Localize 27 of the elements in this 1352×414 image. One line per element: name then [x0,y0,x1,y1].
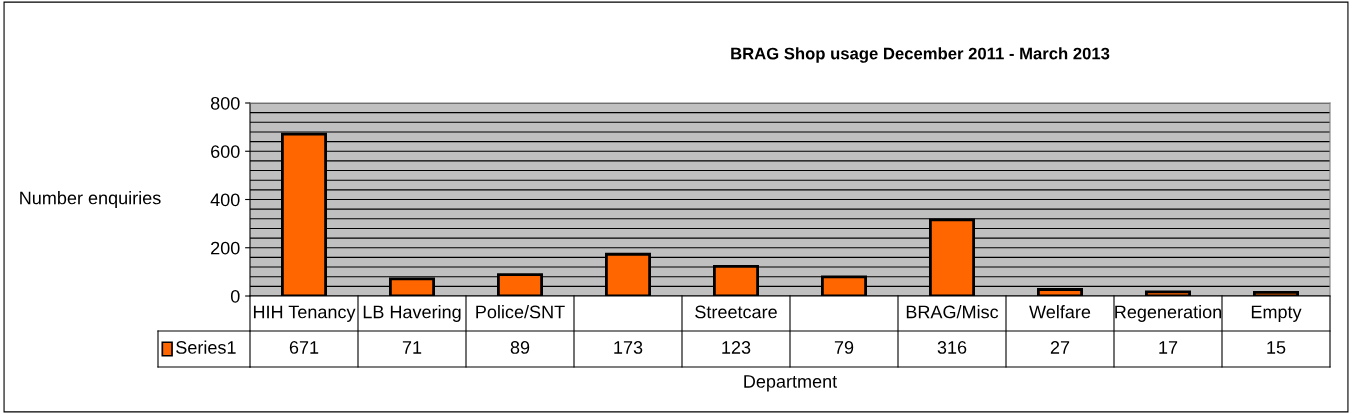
x-tick-label: LB Havering [363,305,461,322]
data-label: 27 [1050,341,1070,354]
x-tick-label: BRAG/Misc [906,305,999,319]
x-tick-label: Streetcare [695,305,777,319]
y-tick-label: 400 [210,193,240,207]
x-tick-label: Police/SNT [476,305,565,319]
data-label: 671 [289,341,319,354]
y-axis-title: Number enquiries [20,191,161,208]
data-label: 17 [1159,341,1178,354]
data-label: 316 [937,341,967,354]
y-tick-label: 0 [230,289,240,303]
data-label: 89 [510,341,530,354]
data-label: 15 [1267,341,1286,354]
y-tick-label: 800 [210,96,240,110]
legend-label: Series1 [176,340,236,354]
data-label: 123 [722,341,751,354]
y-tick-label: 200 [211,241,240,255]
chart-title: BRAG Shop usage December 2011 - March 2013 [731,47,1110,63]
x-axis-title: Department [744,375,838,392]
x-tick-label: HIH Tenancy [253,305,356,322]
x-tick-label: Regeneration [1115,305,1222,322]
data-label: 71 [402,341,422,354]
x-tick-label: Empty [1251,305,1302,322]
data-label: 79 [834,341,854,354]
x-tick-label: Welfare [1029,305,1091,319]
data-label: 173 [614,341,643,354]
y-tick-label: 600 [211,145,240,158]
